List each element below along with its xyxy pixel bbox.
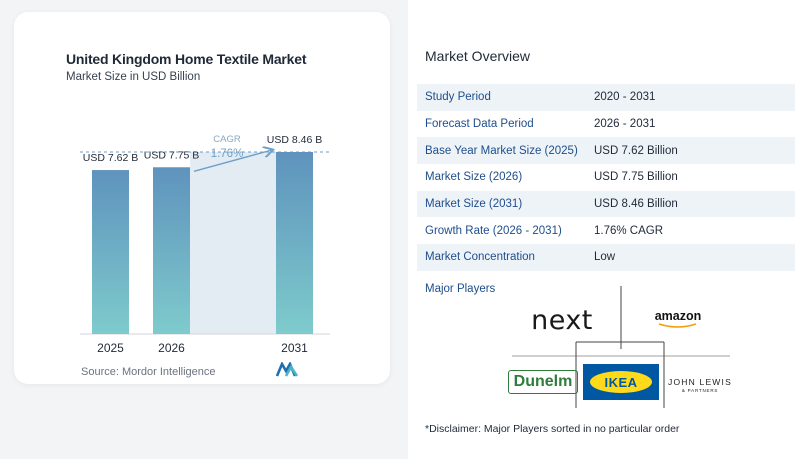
bar-chart: USD 7.62 B 2025 USD 7.75 B 2026 USD 8.46 B 20… xyxy=(80,134,330,355)
overview-row-label: Study Period xyxy=(425,91,491,104)
overview-row-value: USD 7.75 Billion xyxy=(594,171,678,184)
data-label-2026: USD 7.75 B xyxy=(144,149,199,161)
player-grid-lines xyxy=(512,286,730,408)
overview-row-label: Forecast Data Period xyxy=(425,118,534,131)
next-logo: next xyxy=(531,304,593,336)
overview-row-label: Market Size (2026) xyxy=(425,171,523,184)
overview-row-value: USD 7.62 Billion xyxy=(594,144,678,157)
overview-row-label: Market Size (2031) xyxy=(425,198,523,211)
overview-row: Market Size (2026) USD 7.75 Billion xyxy=(417,164,795,191)
ikea-logo-text: IKEA xyxy=(590,371,652,393)
chart-title: United Kingdom Home Textile Market xyxy=(66,51,307,67)
overview-row: Forecast Data Period 2026 - 2031 xyxy=(417,111,795,138)
x-tick-label-2025: 2025 xyxy=(97,341,124,355)
x-tick-label-2026: 2026 xyxy=(158,341,185,355)
x-tick-label-2031: 2031 xyxy=(281,341,308,355)
data-label-2031: USD 8.46 B xyxy=(267,134,322,146)
overview-row-value: 2026 - 2031 xyxy=(594,118,656,131)
overview-row-label: Market Concentration xyxy=(425,251,535,264)
bar-2025 xyxy=(92,170,129,334)
overview-row: Base Year Market Size (2025) USD 7.62 Bil… xyxy=(417,137,795,165)
overview-row-value: 2020 - 2031 xyxy=(594,91,656,104)
john-lewis-logo-text: JOHN LEWIS xyxy=(668,377,732,387)
john-lewis-logo: JOHN LEWIS & PARTNERS xyxy=(660,374,740,396)
overview-row-value: USD 8.46 Billion xyxy=(594,198,678,211)
forecast-shade xyxy=(190,152,276,334)
source-text: Source: Mordor Intelligence xyxy=(81,366,216,378)
players-title: Major Players xyxy=(425,283,496,295)
amazon-logo: amazon xyxy=(646,308,710,330)
cagr-value: 1.76% xyxy=(211,148,244,160)
overview-row-value: Low xyxy=(594,251,616,264)
cagr-label: CAGR xyxy=(213,134,241,145)
ikea-logo: IKEA xyxy=(583,364,659,400)
cagr-arrow xyxy=(193,150,272,172)
data-label-2025: USD 7.62 B xyxy=(83,152,138,164)
chart-subtitle: Market Size in USD Billion xyxy=(66,71,201,83)
mordor-logo-icon xyxy=(276,362,299,377)
disclaimer: *Disclaimer: Major Players sorted in no … xyxy=(425,423,680,435)
overview-row: Market Concentration Low xyxy=(417,244,795,271)
bar-2026 xyxy=(153,167,190,334)
overview-title: Market Overview xyxy=(425,48,531,64)
bar-2031 xyxy=(276,152,313,334)
overview-row: Market Size (2031) USD 8.46 Billion xyxy=(417,190,795,218)
amazon-smile-icon xyxy=(658,323,697,328)
overview-row: Study Period 2020 - 2031 xyxy=(417,84,795,111)
overview-row: Growth Rate (2026 - 2031) 1.76% CAGR xyxy=(417,217,795,244)
overview-panel: Market Overview Study Period 2020 - 2031 F… xyxy=(408,0,800,459)
john-lewis-logo-subtext: & PARTNERS xyxy=(681,388,719,393)
overview-row-value: 1.76% CAGR xyxy=(594,224,664,237)
overview-row-label: Growth Rate (2026 - 2031) xyxy=(425,224,562,237)
dunelm-logo: Dunelm xyxy=(508,370,578,394)
amazon-logo-text: amazon xyxy=(654,309,702,323)
overview-table: Study Period 2020 - 2031 Forecast Data Per… xyxy=(417,84,795,271)
overview-row-label: Base Year Market Size (2025) xyxy=(425,144,578,157)
